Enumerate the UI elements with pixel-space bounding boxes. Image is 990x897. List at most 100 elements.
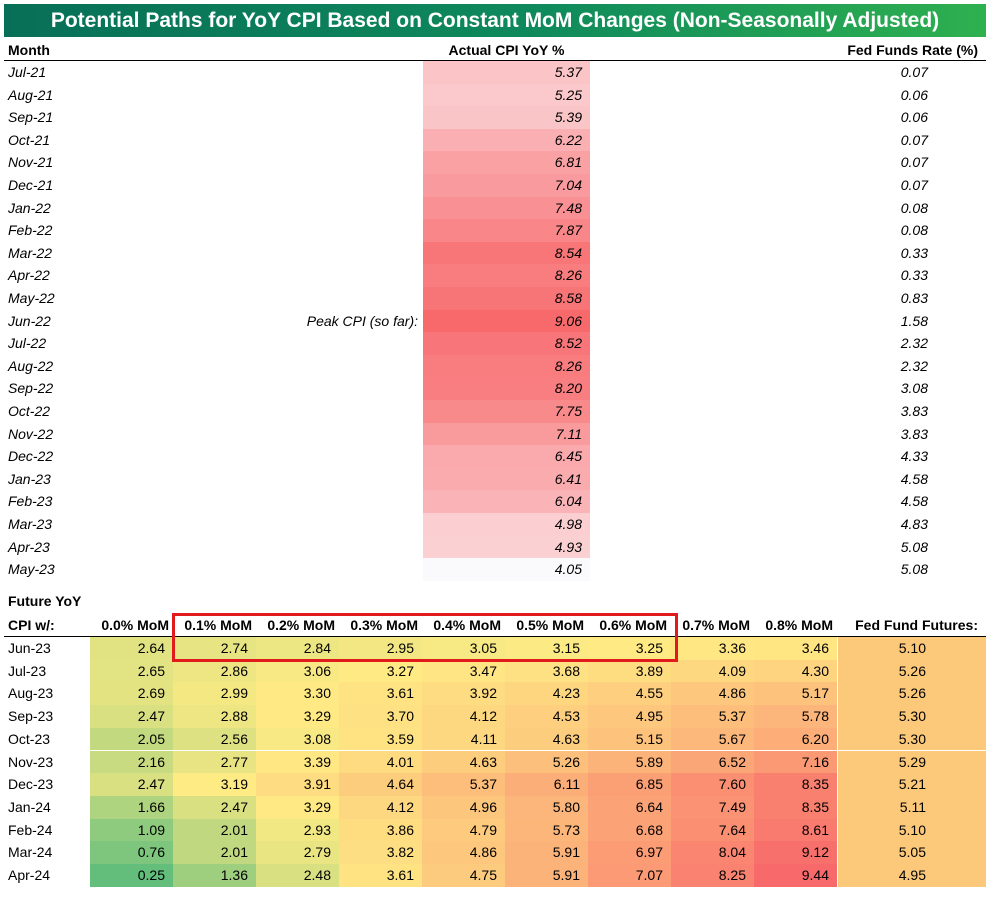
value-cell: 6.85 <box>588 773 671 796</box>
value-cell: 3.68 <box>505 659 588 683</box>
table-row: Oct-22 7.75 3.83 <box>0 400 990 423</box>
value-cell: 2.99 <box>173 682 256 706</box>
value-cell: 4.63 <box>505 727 588 751</box>
value-cell: 3.86 <box>339 818 422 842</box>
value-cell: 2.74 <box>173 637 256 660</box>
value-cell: 4.12 <box>422 705 505 728</box>
month-cell: Jul-22 <box>8 335 47 352</box>
title-bar: Potential Paths for YoY CPI Based on Con… <box>4 4 986 37</box>
cpi-cell: 8.26 <box>423 264 590 287</box>
month-cell: Mar-22 <box>8 244 53 261</box>
month-cell: Apr-22 <box>8 267 50 284</box>
cpi-cell: 4.05 <box>423 558 590 581</box>
value-cell: 4.64 <box>339 773 422 796</box>
value-cell: 7.60 <box>671 773 754 796</box>
fed-rate-cell: 0.06 <box>900 86 928 103</box>
value-cell: 2.47 <box>90 773 173 796</box>
value-cell: 2.93 <box>256 818 339 842</box>
table-row: Oct-21 6.22 0.07 <box>0 128 990 152</box>
header-divider <box>4 60 986 61</box>
value-cell: 2.88 <box>173 705 256 728</box>
table-row: Oct-23 2.05 2.56 3.08 3.59 4.11 4.63 5.15 5.67 6.… <box>0 727 990 751</box>
fed-rate-cell: 0.08 <box>900 222 928 239</box>
value-cell: 3.89 <box>588 659 671 683</box>
value-cell: 3.47 <box>422 659 505 683</box>
fed-rate-cell: 4.58 <box>900 493 928 510</box>
cpi-cell: 8.52 <box>423 332 590 355</box>
value-cell: 3.61 <box>339 864 422 887</box>
futures-cell: 5.10 <box>838 637 986 660</box>
value-cell: 8.35 <box>754 773 837 796</box>
fed-rate-cell: 0.07 <box>900 131 928 148</box>
month-cell: Aug-22 <box>8 357 54 374</box>
table-row: Jan-23 6.41 4.58 <box>0 467 990 491</box>
table-row: Nov-21 6.81 0.07 <box>0 151 990 174</box>
table-row: Mar-24 0.76 2.01 2.79 3.82 4.86 5.91 6.97 8.04 9.… <box>0 841 990 864</box>
fed-rate-cell: 2.32 <box>900 335 928 352</box>
value-cell: 6.97 <box>588 841 671 864</box>
month-cell: Dec-23 <box>8 776 54 793</box>
value-cell: 4.63 <box>422 750 505 774</box>
page-title: Potential Paths for YoY CPI Based on Con… <box>50 8 940 32</box>
month-cell: Aug-21 <box>8 86 54 103</box>
table-row: Aug-22 8.26 2.32 <box>0 354 990 378</box>
value-cell: 2.79 <box>256 841 339 864</box>
futures-cell: 5.05 <box>838 841 986 864</box>
fed-rate-cell: 5.08 <box>900 538 928 555</box>
month-cell: Apr-24 <box>8 867 51 883</box>
month-cell: Jun-22 <box>8 312 51 329</box>
value-cell: 3.36 <box>671 637 754 660</box>
fed-rate-cell: 0.33 <box>900 244 928 261</box>
cpi-cell: 6.45 <box>423 445 590 468</box>
value-cell: 3.30 <box>256 682 339 706</box>
value-cell: 6.52 <box>671 750 754 774</box>
value-cell: 2.86 <box>173 659 256 683</box>
fed-rate-cell: 0.08 <box>900 199 928 216</box>
value-cell: 4.30 <box>754 659 837 683</box>
futures-cell: 5.26 <box>838 659 986 683</box>
futures-cell: 5.26 <box>838 682 986 706</box>
value-cell: 3.46 <box>754 637 837 660</box>
month-cell: Aug-23 <box>8 685 54 702</box>
value-cell: 2.56 <box>173 727 256 751</box>
table-row: Dec-23 2.47 3.19 3.91 4.64 5.37 6.11 6.85 7.60 8.… <box>0 773 990 796</box>
fed-rate-cell: 3.83 <box>900 403 928 419</box>
table-row: Jul-21 5.37 0.07 <box>0 61 990 84</box>
value-cell: 3.39 <box>256 750 339 774</box>
cpi-cell: 7.48 <box>423 196 590 220</box>
value-cell: 3.19 <box>173 773 256 796</box>
table-row: May-23 4.05 5.08 <box>0 558 990 581</box>
fed-rate-cell: 4.33 <box>900 448 928 465</box>
column-header: 0.1% MoM <box>184 617 252 633</box>
value-cell: 4.53 <box>505 705 588 728</box>
cpi-cell: 7.11 <box>423 422 590 446</box>
month-cell: Jun-23 <box>8 640 51 656</box>
table-row: Jan-22 7.48 0.08 <box>0 196 990 220</box>
month-cell: Jul-21 <box>8 64 47 80</box>
peak-note: Peak CPI (so far): <box>306 312 418 329</box>
month-cell: Sep-23 <box>8 708 54 725</box>
fed-rate-cell: 4.58 <box>900 470 928 487</box>
value-cell: 3.59 <box>339 727 422 751</box>
table-row: Dec-22 6.45 4.33 <box>0 445 990 468</box>
value-cell: 5.78 <box>754 705 837 728</box>
cpi-cell: 5.37 <box>423 61 590 84</box>
cpi-cell: 4.98 <box>423 513 590 536</box>
value-cell: 4.01 <box>339 750 422 774</box>
month-cell: Mar-24 <box>8 844 53 861</box>
table-row: Sep-22 8.20 3.08 <box>0 377 990 400</box>
table-row: Jul-23 2.65 2.86 3.06 3.27 3.47 3.68 3.89 4.09 4.… <box>0 659 990 683</box>
cpi-cell: 8.20 <box>423 377 590 400</box>
fed-rate-header: Fed Funds Rate (%) <box>847 42 978 58</box>
value-cell: 3.06 <box>256 659 339 683</box>
table-row: May-22 8.58 0.83 <box>0 287 990 310</box>
month-cell: Sep-22 <box>8 380 54 397</box>
value-cell: 6.64 <box>588 795 671 819</box>
table-row: Jun-23 2.64 2.74 2.84 2.95 3.05 3.15 3.25 3.36 3.… <box>0 637 990 660</box>
table-row: Apr-22 8.26 0.33 <box>0 264 990 287</box>
table-row: Jul-22 8.52 2.32 <box>0 332 990 355</box>
month-header: Month <box>8 42 50 58</box>
column-header: 0.5% MoM <box>516 617 584 633</box>
fed-rate-cell: 0.33 <box>900 267 928 284</box>
futures-cell: 5.30 <box>838 705 986 728</box>
